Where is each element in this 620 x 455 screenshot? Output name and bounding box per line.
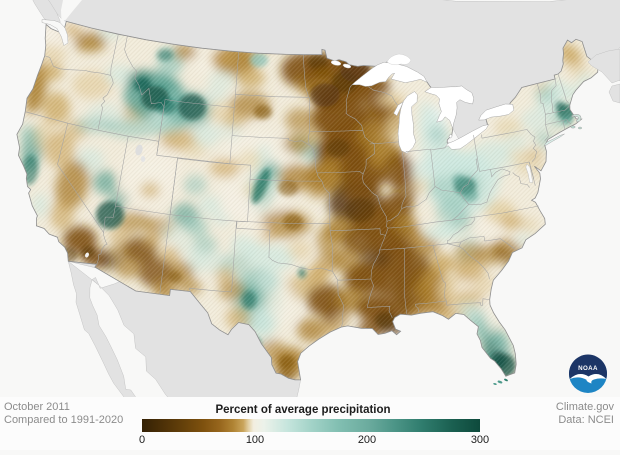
svg-text:Compared to 1991-2020: Compared to 1991-2020 (4, 414, 123, 426)
svg-text:Data: NCEI: Data: NCEI (558, 414, 614, 426)
svg-text:200: 200 (358, 434, 376, 446)
svg-text:October 2011: October 2011 (4, 401, 70, 413)
svg-text:0: 0 (139, 434, 145, 446)
svg-text:100: 100 (246, 434, 264, 446)
svg-text:300: 300 (471, 434, 489, 446)
svg-text:Percent of average precipitati: Percent of average precipitation (215, 404, 390, 416)
svg-text:Climate.gov: Climate.gov (556, 401, 615, 413)
svg-text:NOAA: NOAA (578, 365, 598, 372)
